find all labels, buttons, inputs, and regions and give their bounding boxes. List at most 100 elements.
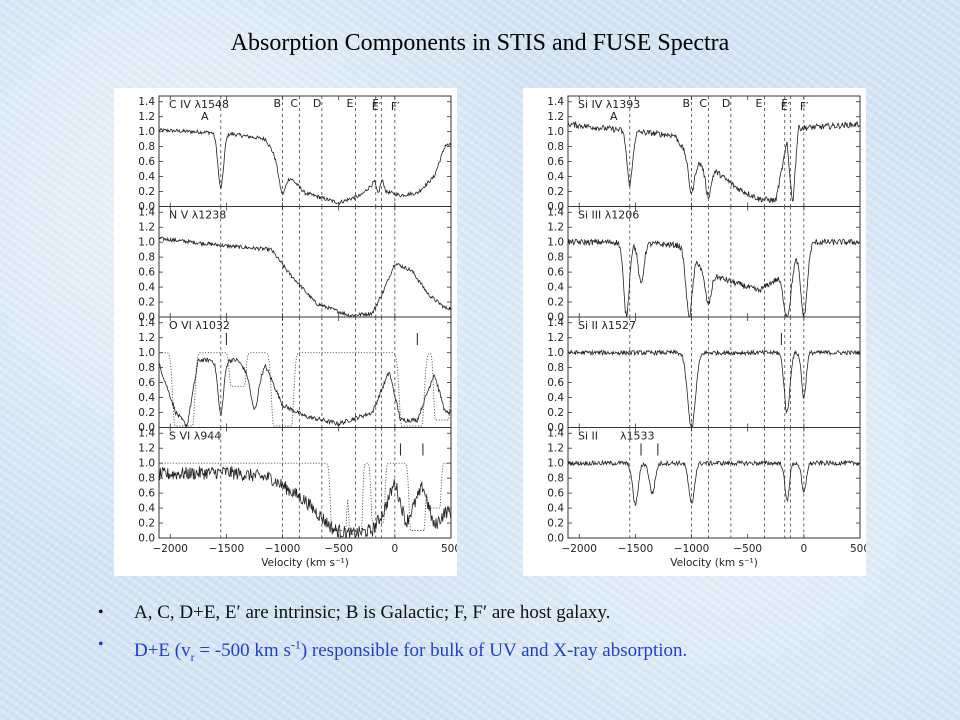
x-tick-label: 500: [850, 543, 866, 555]
x-tick-label: 0: [392, 543, 399, 555]
y-tick-label: 1.0: [547, 347, 564, 359]
component-letter: C: [290, 97, 298, 110]
y-tick-label: 1.0: [547, 237, 564, 249]
spectrum-panel: 0.0 0.2 0.4 0.6 0.8 1.0 1.2 1.4 O VI λ1032: [138, 316, 452, 434]
x-tick-label: 500: [441, 543, 457, 555]
ion-label: N V λ1238: [169, 209, 226, 222]
y-tick-label: 1.0: [138, 237, 155, 249]
component-letter: E′: [781, 100, 791, 113]
y-tick-label: 1.2: [547, 111, 564, 123]
component-label-a: A: [201, 110, 209, 123]
y-tick-label: 1.2: [138, 332, 155, 344]
panel-frame: [567, 427, 861, 539]
y-tick-label: 1.2: [547, 443, 564, 455]
y-tick-label: 0.2: [547, 186, 564, 198]
slide-title: Absorption Components in STIS and FUSE S…: [230, 30, 730, 56]
component-letter: B: [274, 97, 282, 110]
y-tick-label: 0.0: [547, 533, 564, 545]
component-letter: F: [372, 97, 378, 110]
component-letter: F′: [800, 100, 809, 113]
spectrum-line: [567, 238, 861, 318]
y-tick-label: 0.2: [138, 297, 155, 309]
y-tick-label: 0.8: [138, 362, 155, 374]
y-tick-label: 1.4: [547, 96, 564, 108]
y-tick-label: 0.4: [138, 282, 155, 294]
y-tick-label: 0.6: [138, 377, 155, 389]
panel-frame: [158, 316, 452, 428]
y-tick-label: 1.2: [547, 332, 564, 344]
y-tick-label: 0.0: [138, 201, 155, 213]
component-letter: E′: [372, 100, 382, 113]
y-tick-label: 0.6: [138, 488, 155, 500]
x-tick-label: 0: [801, 543, 808, 555]
y-tick-label: 0.4: [547, 171, 564, 183]
component-letter: B: [683, 97, 691, 110]
y-tick-label: 1.2: [547, 222, 564, 234]
bullet-list: • A, C, D+E, E′ are intrinsic; B is Gala…: [98, 602, 938, 678]
model-profile: [159, 462, 451, 535]
spectrum-panel: 0.0 0.2 0.4 0.6 0.8 1.0 1.2 1.4 N V λ1238: [138, 206, 452, 324]
component-letter: F: [781, 97, 787, 110]
stis-fuse-figure-right: 0.0 0.2 0.4 0.6 0.8 1.0 1.2 1.4 Si IV λ1393 A B C D E…: [523, 88, 866, 576]
panel-frame: [158, 427, 452, 539]
y-tick-label: 0.8: [547, 141, 564, 153]
spectrum-line: [567, 349, 861, 429]
y-tick-label: 0.0: [138, 533, 155, 545]
y-tick-label: 0.4: [547, 503, 564, 515]
ion-label: S VI λ944: [169, 430, 221, 443]
y-tick-label: 0.6: [547, 267, 564, 279]
ion-label: Si II λ1527: [578, 319, 636, 332]
y-tick-label: 0.8: [138, 141, 155, 153]
spectrum-line: [158, 466, 452, 539]
bullet-text: A, C, D+E, E′ are intrinsic; B is Galact…: [134, 602, 611, 623]
spectrum-panel: 0.0 0.2 0.4 0.6 0.8 1.0 1.2 1.4 Si III λ1206: [547, 206, 861, 324]
y-tick-label: 0.0: [547, 422, 564, 434]
component-letter: C: [699, 97, 707, 110]
x-axis-label: Velocity (km s⁻¹): [261, 557, 349, 569]
y-tick-label: 0.2: [138, 407, 155, 419]
x-tick-label: −1000: [265, 543, 301, 555]
component-letter: E: [756, 97, 763, 110]
y-tick-label: 0.8: [547, 473, 564, 485]
bullet-dot: •: [98, 636, 104, 653]
spectrum-line: [158, 357, 451, 428]
y-tick-label: 0.4: [138, 503, 155, 515]
y-tick-label: 0.2: [547, 518, 564, 530]
x-tick-label: −500: [324, 543, 353, 555]
bullet-item: • A, C, D+E, E′ are intrinsic; B is Gala…: [98, 602, 938, 624]
y-tick-label: 0.0: [138, 312, 155, 324]
y-tick-label: 0.2: [547, 407, 564, 419]
y-tick-label: 0.6: [547, 488, 564, 500]
x-tick-label: −500: [733, 543, 762, 555]
y-tick-label: 1.4: [547, 428, 564, 440]
y-tick-label: 1.0: [547, 458, 564, 470]
x-tick-label: −1500: [618, 543, 654, 555]
y-tick-label: 1.2: [138, 443, 155, 455]
y-tick-label: 1.0: [138, 458, 155, 470]
y-tick-label: 0.2: [138, 518, 155, 530]
y-tick-label: 1.4: [138, 96, 155, 108]
y-tick-label: 0.0: [547, 201, 564, 213]
panel-frame: [567, 316, 861, 428]
x-tick-label: −1000: [674, 543, 710, 555]
y-tick-label: 0.6: [547, 156, 564, 168]
stis-fuse-figure-left: 0.0 0.2 0.4 0.6 0.8 1.0 1.2 1.4 C IV λ1548 A B C D E E…: [114, 88, 457, 576]
component-letter: E: [347, 97, 354, 110]
y-tick-label: 1.4: [138, 317, 155, 329]
y-tick-label: 0.6: [138, 267, 155, 279]
ion-label: Si IV λ1393: [578, 98, 640, 111]
component-letter: F′: [391, 100, 400, 113]
y-tick-label: 0.2: [138, 186, 155, 198]
bullet-text: D+E (vr = -500 km s-1) responsible for b…: [134, 638, 688, 665]
x-tick-label: −2000: [561, 543, 597, 555]
spectrum-line: [159, 236, 452, 318]
spectrum-panel: 0.0 0.2 0.4 0.6 0.8 1.0 1.2 1.4 S VI λ944: [138, 427, 452, 545]
component-letter: D: [313, 97, 321, 110]
spectrum-panel: 0.0 0.2 0.4 0.6 0.8 1.0 1.2 1.4 Si II λ1527: [547, 316, 861, 434]
y-tick-label: 0.8: [138, 473, 155, 485]
y-tick-label: 1.2: [138, 111, 155, 123]
